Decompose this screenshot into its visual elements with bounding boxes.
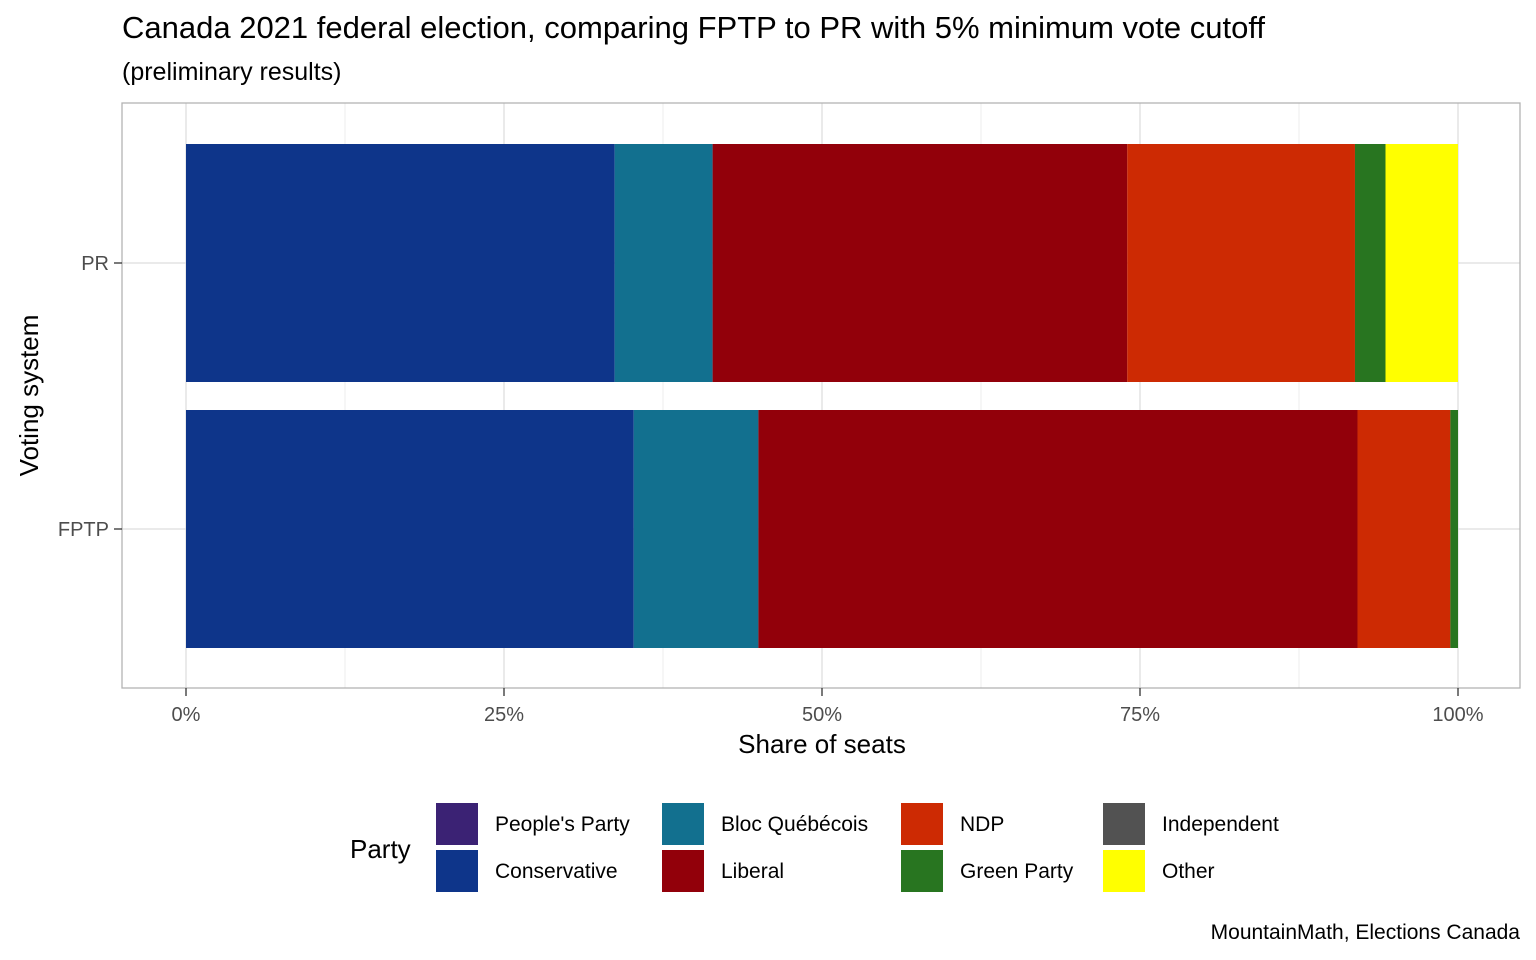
legend-swatch — [436, 850, 478, 892]
bar-fptp-conservative — [186, 410, 634, 648]
legend-label: NDP — [960, 813, 1005, 836]
legend-label: Conservative — [495, 860, 618, 883]
legend-swatch — [662, 803, 704, 845]
legend-swatch — [901, 850, 943, 892]
legend-label: Bloc Québécois — [721, 813, 869, 836]
bar-pr-liberal — [712, 144, 1128, 382]
x-axis-label: Share of seats — [738, 729, 906, 759]
x-tick-label: 100% — [1432, 704, 1483, 726]
legend-label: Green Party — [960, 860, 1074, 883]
legend-swatch — [662, 850, 704, 892]
bar-pr-bloc-qu-b-cois — [614, 144, 713, 382]
y-tick-label: FPTP — [58, 519, 109, 541]
legend-label: Independent — [1162, 813, 1279, 836]
chart-subtitle: (preliminary results) — [122, 58, 342, 86]
x-tick-label: 0% — [172, 704, 201, 726]
bar-fptp-green-party — [1450, 410, 1458, 648]
bar-fptp-ndp — [1357, 410, 1451, 648]
legend-swatch — [436, 803, 478, 845]
y-axis-label: Voting system — [14, 315, 44, 477]
bar-pr-ndp — [1127, 144, 1355, 382]
bar-pr-other — [1385, 144, 1458, 382]
legend-swatch — [901, 803, 943, 845]
chart-caption: MountainMath, Elections Canada — [1210, 921, 1520, 944]
bar-fptp-liberal — [758, 410, 1358, 648]
x-tick-label: 75% — [1120, 704, 1160, 726]
legend-label: Liberal — [721, 860, 785, 883]
bar-pr-green-party — [1354, 144, 1386, 382]
legend-label: People's Party — [495, 813, 630, 836]
legend-swatch — [1103, 850, 1145, 892]
plot-border — [121, 102, 1521, 689]
x-tick-label: 50% — [802, 704, 842, 726]
chart-title: Canada 2021 federal election, comparing … — [122, 10, 1265, 45]
legend-swatch — [1103, 803, 1145, 845]
bar-fptp-bloc-qu-b-cois — [633, 410, 759, 648]
legend-title: Party — [350, 834, 411, 864]
legend-label: Other — [1162, 860, 1215, 883]
x-tick-label: 25% — [484, 704, 524, 726]
bar-pr-conservative — [186, 144, 615, 382]
y-tick-label: PR — [81, 253, 109, 275]
